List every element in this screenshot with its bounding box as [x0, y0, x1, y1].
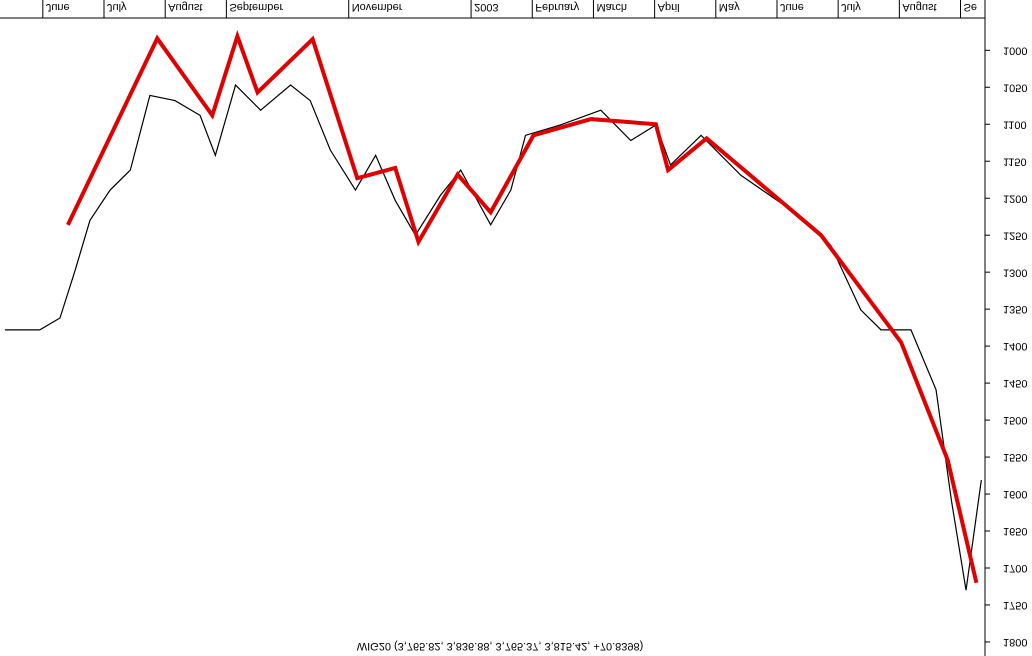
y-tick-label: 1500: [1003, 414, 1027, 426]
x-tick-label: June: [46, 1, 70, 13]
y-tick-label: 1250: [1003, 229, 1027, 241]
chart-title: WIG20 (3,765.82, 3,836.88, 3,765.37, 3,8…: [357, 640, 644, 652]
x-tick-label: September: [229, 1, 283, 13]
y-tick-label: 1550: [1003, 451, 1027, 463]
x-tick-label: July: [107, 1, 127, 13]
x-tick-label: August: [168, 1, 202, 13]
x-tick-label: June: [780, 1, 804, 13]
y-tick-label: 1750: [1003, 599, 1027, 611]
x-tick-label: April: [658, 1, 680, 13]
y-tick-label: 1400: [1003, 340, 1027, 352]
x-tick-label: August: [902, 1, 936, 13]
x-tick-label: Se: [964, 1, 977, 13]
y-tick-label: 1000: [1003, 44, 1027, 56]
y-tick-label: 1650: [1003, 525, 1027, 537]
x-tick-label: May: [719, 1, 740, 13]
y-tick-label: 1600: [1003, 488, 1027, 500]
trend-line: [66, 29, 979, 584]
x-tick-label: March: [596, 1, 627, 13]
y-tick-label: 1100: [1003, 118, 1027, 130]
y-tick-label: 1300: [1003, 266, 1027, 278]
x-tick-label: February: [535, 1, 580, 13]
y-tick-label: 1050: [1003, 81, 1027, 93]
y-tick-label: 1350: [1003, 303, 1027, 315]
y-tick-label: 1700: [1003, 562, 1027, 574]
y-tick-label: 1450: [1003, 377, 1027, 389]
y-tick-label: 1200: [1003, 192, 1027, 204]
y-tick-label: 1150: [1003, 155, 1027, 167]
x-tick-label: 2003: [474, 1, 498, 13]
x-tick-label: November: [352, 1, 403, 13]
x-tick-label: July: [841, 1, 861, 13]
y-tick-label: 1800: [1003, 636, 1027, 648]
price-line: [4, 83, 982, 591]
